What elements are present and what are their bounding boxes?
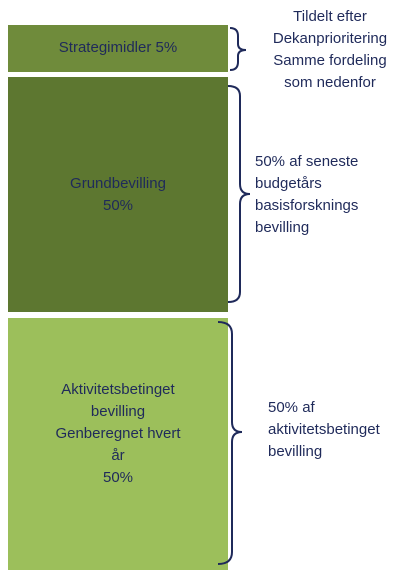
note-text: Samme fordeling xyxy=(273,52,386,69)
note-text: bevilling xyxy=(268,443,322,460)
note-text: budgetårs xyxy=(255,175,322,192)
note-text: 50% af seneste xyxy=(255,153,358,170)
box-label: Strategimidler 5% xyxy=(59,39,177,56)
box-strategimidler xyxy=(8,25,228,72)
note-text: bevilling xyxy=(255,219,309,236)
brace xyxy=(227,85,251,303)
box-label: 50% xyxy=(103,469,133,486)
box-label: bevilling xyxy=(91,403,145,420)
box-label: Genberegnet hvert xyxy=(55,425,181,442)
box-label: år xyxy=(111,447,124,464)
box-aktivitet xyxy=(8,318,228,570)
box-label: Aktivitetsbetinget xyxy=(61,381,175,398)
box-label: Grundbevilling xyxy=(70,175,166,192)
note-text: basisforsknings xyxy=(255,197,358,214)
brace xyxy=(217,321,243,565)
brace xyxy=(229,27,247,71)
note-text: som nedenfor xyxy=(284,74,376,91)
note-text: Dekanprioritering xyxy=(273,30,387,47)
box-grundbevilling xyxy=(8,77,228,312)
note-text: aktivitetsbetinget xyxy=(268,421,381,438)
box-label: 50% xyxy=(103,197,133,214)
note-text: Tildelt efter xyxy=(293,8,367,25)
note-text: 50% af xyxy=(268,399,316,416)
